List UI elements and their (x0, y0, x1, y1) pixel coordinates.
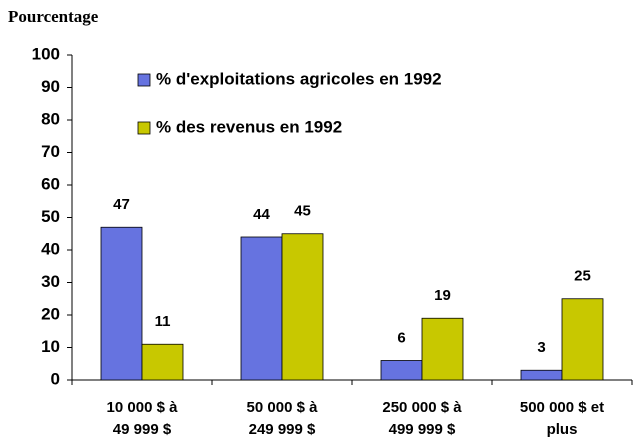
bar (100, 226, 143, 381)
y-tick-label: 40 (41, 239, 60, 258)
y-tick-label: 70 (41, 142, 60, 161)
x-tick-label: 250 000 $ à 499 999 $ (382, 399, 462, 438)
y-tick-label: 90 (41, 77, 60, 96)
bar (240, 236, 283, 381)
y-tick-label: 20 (41, 304, 60, 323)
legend-label: % des revenus en 1992 (156, 117, 342, 136)
value-label: 47 (113, 196, 130, 213)
y-axis-title: Pourcentage (8, 7, 99, 26)
x-tick-label: 500 000 $ et plus (520, 399, 604, 438)
value-label: 3 (537, 339, 545, 356)
bar (421, 317, 464, 381)
y-tick-label: 30 (41, 272, 60, 291)
bar (561, 298, 604, 381)
value-label: 45 (294, 203, 311, 220)
bar (281, 233, 324, 381)
y-tick-label: 80 (41, 109, 60, 128)
value-label: 11 (155, 313, 171, 330)
bar (520, 369, 563, 381)
bar (141, 343, 184, 381)
legend-swatch (137, 73, 151, 87)
bar (380, 360, 423, 381)
value-label: 6 (397, 329, 405, 346)
value-label: 44 (253, 206, 270, 223)
x-tick-label: 50 000 $ à 249 999 $ (247, 399, 319, 438)
value-label: 25 (574, 268, 591, 285)
value-label: 19 (434, 287, 451, 304)
y-tick-label: 50 (41, 207, 60, 226)
y-tick-label: 10 (41, 337, 60, 356)
y-tick-label: 100 (32, 44, 60, 63)
y-tick-label: 60 (41, 174, 60, 193)
y-tick-label: 0 (51, 369, 60, 388)
x-tick-label: 10 000 $ à 49 999 $ (107, 399, 179, 438)
legend-label: % d'exploitations agricoles en 1992 (156, 69, 442, 88)
legend-swatch (137, 121, 151, 135)
